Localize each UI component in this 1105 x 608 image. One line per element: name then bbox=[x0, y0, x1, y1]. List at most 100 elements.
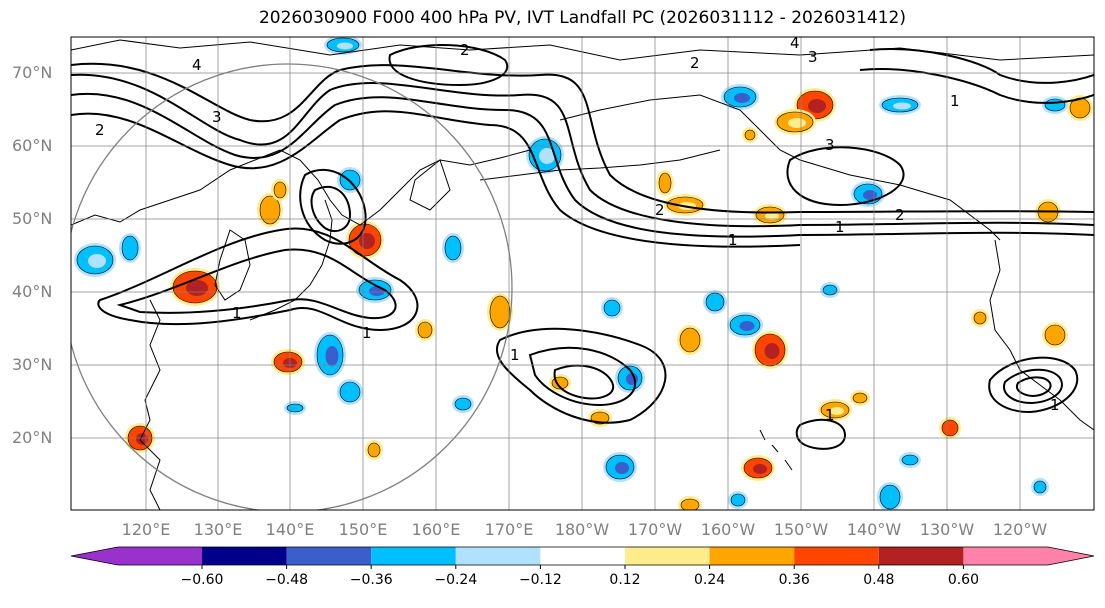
coastline-kamchatka bbox=[409, 159, 451, 211]
colorbar-segment bbox=[455, 547, 541, 565]
anomaly-core bbox=[454, 397, 472, 411]
anomaly-peak bbox=[765, 212, 779, 220]
anomaly-core bbox=[679, 327, 701, 353]
contour-label: 1 bbox=[835, 218, 845, 236]
lat-label: 60°N bbox=[12, 136, 52, 155]
anomaly-core bbox=[273, 181, 287, 199]
anomaly-core bbox=[705, 292, 725, 312]
anomaly-peak bbox=[369, 286, 385, 296]
anomaly-peak bbox=[808, 99, 826, 113]
lon-label: 160°W bbox=[701, 520, 756, 539]
contour-north-ring bbox=[388, 44, 509, 87]
contour-cutoff-2 bbox=[528, 346, 637, 407]
anomaly-peak bbox=[615, 462, 629, 474]
anomaly-core bbox=[680, 498, 700, 510]
anomaly-core bbox=[1044, 324, 1066, 346]
anomaly-core bbox=[973, 311, 987, 325]
anomaly-core bbox=[603, 299, 621, 317]
contour-arctic-east-2 bbox=[859, 68, 1094, 104]
colorbar-tick-label: −0.48 bbox=[265, 572, 308, 588]
colorbar-segment bbox=[963, 547, 1094, 565]
coastline-china bbox=[139, 299, 161, 510]
contour-cutoff-1 bbox=[495, 327, 667, 424]
coastline-asia bbox=[71, 149, 531, 226]
contour-north-1 bbox=[71, 73, 1094, 228]
contour-label: 1 bbox=[510, 346, 520, 364]
lon-label: 120°E bbox=[122, 520, 171, 539]
lon-label: 120°W bbox=[993, 520, 1048, 539]
contour-label: 3 bbox=[808, 48, 818, 66]
longitude-labels: 120°E 130°E 140°E 150°E 160°E 170°E 180°… bbox=[122, 520, 1048, 539]
anomaly-peak bbox=[788, 118, 806, 128]
contour-low-1 bbox=[299, 169, 367, 245]
colorbar-segment bbox=[371, 547, 456, 565]
anomaly-core bbox=[121, 235, 139, 261]
lat-label: 30°N bbox=[12, 355, 52, 374]
contour-small-low bbox=[795, 418, 847, 450]
contour-label: 2 bbox=[655, 201, 665, 219]
colorbar-outline bbox=[70, 546, 1095, 566]
colorbar-tick-label: 0.12 bbox=[609, 572, 640, 588]
contour-alaska-low bbox=[786, 146, 905, 207]
contour-label: 1 bbox=[950, 92, 960, 110]
coastline-alaska bbox=[559, 94, 1001, 241]
anomaly-core bbox=[1033, 480, 1047, 494]
anomaly-core bbox=[852, 392, 868, 404]
anomaly-peak bbox=[337, 42, 353, 50]
anomaly-core bbox=[822, 284, 838, 296]
anomaly-peak bbox=[539, 148, 555, 164]
anomaly-peak bbox=[325, 346, 339, 366]
colorbar-tick-label: −0.24 bbox=[434, 572, 477, 588]
contour-arctic-east bbox=[869, 48, 1094, 84]
contour-east-low-1 bbox=[988, 356, 1079, 414]
coastline-korea bbox=[214, 229, 251, 301]
anomaly-peak bbox=[88, 254, 106, 268]
anomaly-peak bbox=[359, 233, 375, 249]
pv-contours bbox=[71, 44, 1094, 450]
contour-label: 1 bbox=[825, 406, 835, 424]
colorbar-segment bbox=[71, 547, 202, 565]
contour-label: 3 bbox=[825, 136, 835, 154]
contour-label: 1 bbox=[728, 231, 738, 249]
anomaly-peak bbox=[830, 407, 844, 415]
contour-label: 3 bbox=[212, 108, 222, 126]
anomaly-core bbox=[367, 442, 381, 458]
contour-label: 1 bbox=[1050, 396, 1060, 414]
contour-cutoff-3 bbox=[553, 364, 615, 400]
contour-north-2 bbox=[71, 92, 1094, 238]
contour-label: 4 bbox=[790, 34, 800, 52]
coastline-aleutians bbox=[479, 149, 721, 181]
anomaly-core bbox=[417, 321, 433, 339]
anomaly-peak bbox=[863, 190, 877, 200]
anomaly-core bbox=[259, 195, 281, 225]
contour-label: 1 bbox=[232, 304, 242, 322]
anomaly-core bbox=[730, 493, 746, 507]
lon-label: 140°E bbox=[266, 520, 315, 539]
anomaly-peak bbox=[739, 321, 755, 331]
lon-label: 150°W bbox=[774, 520, 829, 539]
contour-north-3 bbox=[71, 110, 801, 248]
lon-label: 170°W bbox=[628, 520, 683, 539]
lon-label: 150°E bbox=[339, 520, 388, 539]
coastline-japan bbox=[249, 199, 333, 321]
lon-label: 180°W bbox=[555, 520, 610, 539]
contour-trough-1 bbox=[97, 227, 419, 332]
contour-label: 2 bbox=[460, 41, 470, 59]
lon-label: 140°W bbox=[847, 520, 902, 539]
lat-label: 70°N bbox=[12, 63, 52, 82]
contour-low-2 bbox=[310, 185, 352, 233]
colorbar-tick-label: −0.60 bbox=[181, 572, 224, 588]
anomaly-core bbox=[339, 169, 361, 191]
landfall-region-circle bbox=[71, 63, 513, 510]
anomaly-peak bbox=[764, 343, 780, 359]
lat-label: 40°N bbox=[12, 282, 52, 301]
anomaly-core bbox=[744, 129, 756, 141]
map-frame bbox=[70, 36, 1095, 511]
anomaly-core bbox=[286, 403, 304, 413]
colorbar-segment bbox=[625, 547, 710, 565]
anomaly-core bbox=[901, 454, 919, 466]
colorbar-tick-label: 0.60 bbox=[948, 572, 979, 588]
colorbar-segment bbox=[878, 547, 964, 565]
contour-north-4 bbox=[71, 62, 1094, 214]
